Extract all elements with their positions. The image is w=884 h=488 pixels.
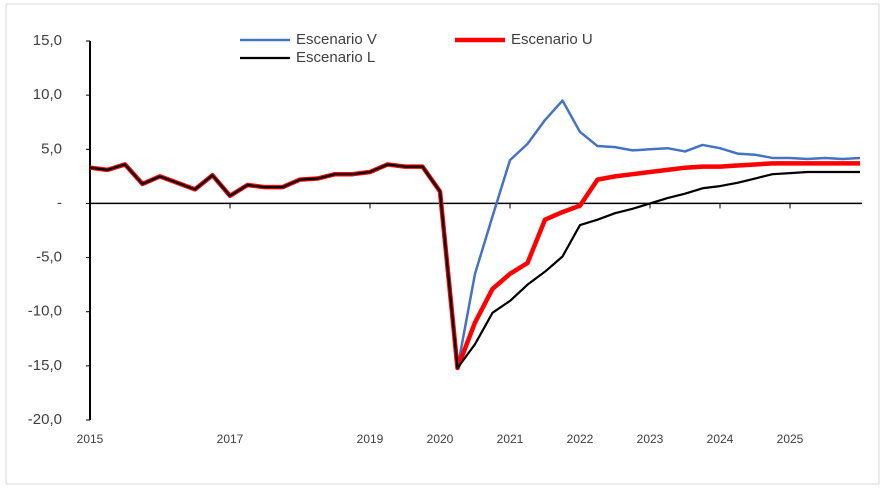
x-tick-label: 2025 xyxy=(777,432,804,446)
y-tick-label: -10,0 xyxy=(28,303,62,320)
y-tick-label: -20,0 xyxy=(28,411,62,428)
x-tick-label: 2023 xyxy=(637,432,664,446)
y-tick-label: 5,0 xyxy=(41,140,62,157)
y-tick-label: 15,0 xyxy=(33,32,62,49)
series-line xyxy=(89,163,860,370)
legend-label: Escenario L xyxy=(296,49,375,66)
x-tick-label: 2022 xyxy=(567,432,594,446)
x-tick-label: 2024 xyxy=(707,432,734,446)
x-tick-label: 2020 xyxy=(427,432,454,446)
y-tick-label: -15,0 xyxy=(28,357,62,374)
chart-frame xyxy=(5,3,880,485)
y-tick-label: - xyxy=(57,194,62,211)
x-tick-label: 2021 xyxy=(497,432,524,446)
x-tick-label: 2017 xyxy=(217,432,244,446)
x-tick-label: 2015 xyxy=(77,432,104,446)
y-tick-label: 10,0 xyxy=(33,86,62,103)
legend-label: Escenario V xyxy=(296,31,377,48)
x-tick-label: 2019 xyxy=(357,432,384,446)
legend-label: Escenario U xyxy=(511,31,593,48)
y-tick-label: -5,0 xyxy=(36,249,62,266)
